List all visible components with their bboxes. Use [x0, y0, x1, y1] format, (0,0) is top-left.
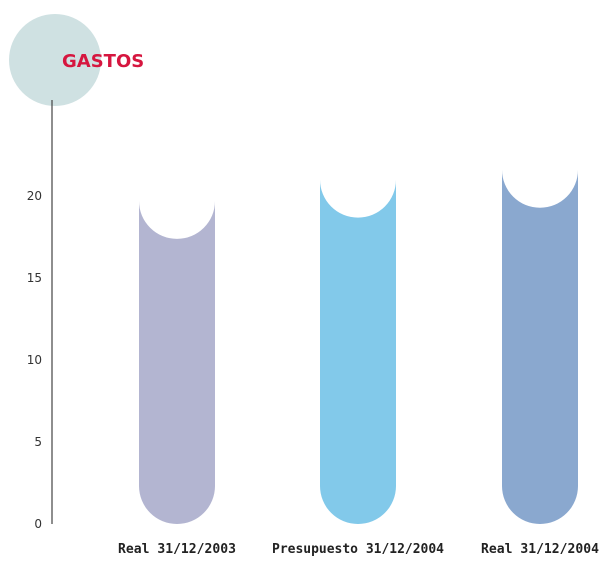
category-label: Real 31/12/2003 — [118, 542, 236, 557]
category-labels: Real 31/12/2003 Presupuesto 31/12/2004 Rea… — [118, 542, 599, 557]
y-tick-label: 10 — [27, 353, 42, 367]
bar — [139, 200, 215, 524]
title-badge-circle — [9, 14, 101, 106]
y-axis-ticks: 0 5 10 15 20 — [27, 189, 42, 531]
category-label: Presupuesto 31/12/2004 — [272, 542, 444, 557]
bar — [320, 179, 396, 524]
chart-title: GASTOS — [62, 51, 144, 72]
y-tick-label: 0 — [34, 517, 42, 531]
y-tick-label: 20 — [27, 189, 42, 203]
bars — [139, 169, 578, 524]
y-tick-label: 15 — [27, 271, 42, 285]
y-tick-label: 5 — [34, 435, 42, 449]
category-label: Real 31/12/2004 — [481, 542, 599, 557]
bar — [502, 169, 578, 524]
